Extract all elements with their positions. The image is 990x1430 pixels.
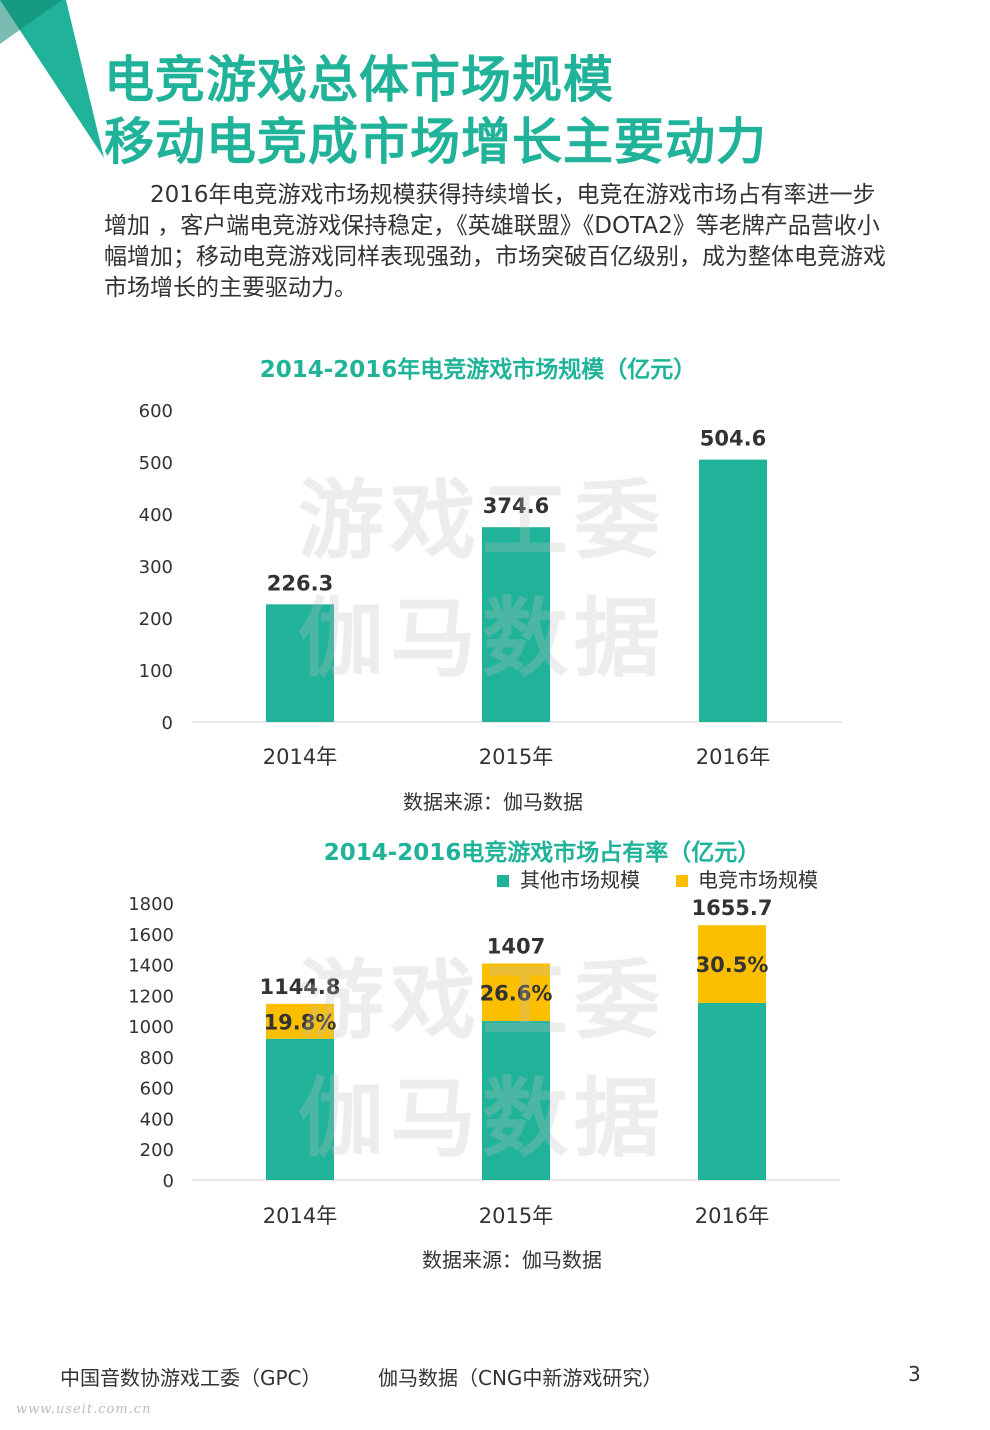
bar-segment-esports [698,925,766,1003]
bar-total-label: 1407 [487,934,545,958]
y-tick-label: 1400 [128,956,174,977]
bar-segment-other [698,1002,766,1180]
x-tick-label: 2016年 [696,745,770,769]
legend-label-esports: 电竞市场规模 [698,868,818,892]
bar-segment-other [266,1038,334,1180]
y-tick-label: 400 [140,1109,174,1130]
x-tick-label: 2014年 [263,745,337,769]
bar [699,459,767,722]
share-percent-label: 19.8% [264,1010,337,1034]
y-tick-label: 300 [139,557,173,578]
market-share-chart: 2014-2016电竞游戏市场占有率（亿元） 其他市场规模 电竞市场规模 0 20… [128,839,840,1272]
footer-publisher: 伽马数据（CNG中新游戏研究） [378,1366,663,1390]
chart1-title: 2014-2016年电竞游戏市场规模（亿元） [260,356,697,383]
bar-value-label: 504.6 [700,427,766,451]
bar-segment-esports [266,1003,334,1039]
chart1-source: 数据来源：伽马数据 [403,790,583,814]
x-tick-label: 2014年 [263,1204,337,1228]
chart1-x-axis: 2014年 2015年 2016年 [263,745,770,769]
legend-label-other: 其他市场规模 [520,868,640,892]
y-tick-label: 600 [140,1079,174,1100]
bar [266,604,334,722]
x-tick-label: 2016年 [695,1204,769,1228]
y-tick-label: 1600 [128,925,174,946]
legend-swatch-other [497,875,509,887]
y-tick-label: 1200 [128,986,174,1007]
chart1-y-axis: 0 100 200 300 400 500 600 [139,401,173,734]
bar-value-label: 374.6 [483,494,549,518]
chart2-title: 2014-2016电竞游戏市场占有率（亿元） [324,839,761,866]
corner-decoration [0,0,104,158]
bar-total-label: 1144.8 [259,975,340,999]
chart1-bars: 226.3 374.6 504.6 [266,427,767,722]
bar-segment-other [482,1021,550,1180]
share-percent-label: 26.6% [480,981,553,1005]
chart2-source: 数据来源：伽马数据 [422,1248,602,1272]
y-tick-label: 1000 [128,1017,174,1038]
page-title-line2: 移动电竞成市场增长主要动力 [104,113,767,171]
y-tick-label: 0 [163,1171,174,1192]
intro-paragraph: 2016年电竞游戏市场规模获得持续增长，电竞在游戏市场占有率进一步增加 ，客户端… [104,182,886,301]
bar-segment-esports [482,963,550,1022]
chart2-legend: 其他市场规模 电竞市场规模 [497,868,818,892]
chart2-y-axis: 0 200 400 600 800 1000 1200 1400 1600 1800 [128,894,174,1192]
x-tick-label: 2015年 [479,745,553,769]
page-number: 3 [908,1362,921,1386]
y-tick-label: 800 [140,1048,174,1069]
y-tick-label: 100 [139,661,173,682]
bar [482,527,550,722]
share-percent-label: 30.5% [696,953,769,977]
bar-total-label: 1655.7 [691,896,772,920]
y-tick-label: 400 [139,505,173,526]
site-url: www.useit.com.cn [16,1402,152,1417]
legend-swatch-esports [676,875,688,887]
y-tick-label: 200 [140,1140,174,1161]
bar-value-label: 226.3 [267,571,333,595]
y-tick-label: 500 [139,453,173,474]
chart2-bars: 1144.8 19.8% 1407 26.6% 1655.7 30.5% [259,896,773,1180]
y-tick-label: 1800 [128,894,174,915]
y-tick-label: 600 [139,401,173,422]
y-tick-label: 200 [139,609,173,630]
x-tick-label: 2015年 [479,1204,553,1228]
chart2-x-axis: 2014年 2015年 2016年 [263,1204,769,1228]
footer-org: 中国音数协游戏工委（GPC） [60,1366,322,1390]
market-size-chart: 2014-2016年电竞游戏市场规模（亿元） 0 100 200 300 400 500 6… [139,356,842,814]
y-tick-label: 0 [162,713,173,734]
page-title-line1: 电竞游戏总体市场规模 [104,51,614,109]
